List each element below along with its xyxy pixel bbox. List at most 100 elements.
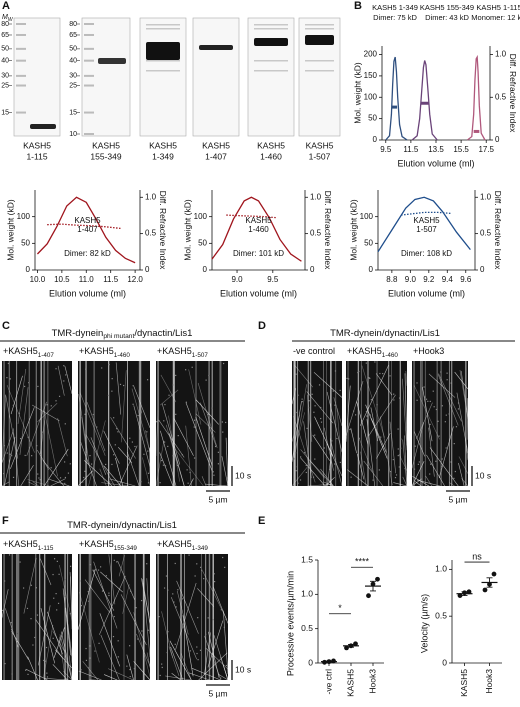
speckle	[2, 609, 4, 612]
speckle	[205, 633, 207, 635]
moving-track	[99, 613, 121, 667]
y2-tick-label: 0	[495, 135, 500, 144]
speckle	[400, 447, 402, 449]
speckle	[135, 607, 137, 609]
speckle	[332, 390, 334, 392]
sample-label: 1-460	[248, 225, 269, 234]
moving-track	[204, 635, 222, 681]
moving-track	[27, 479, 50, 487]
moving-track	[108, 668, 134, 681]
speckle	[380, 436, 382, 438]
mass-annotation: Dimer: 101 kD	[233, 249, 284, 258]
moving-track	[44, 678, 69, 681]
speckle	[84, 470, 86, 472]
speckle	[55, 593, 57, 595]
moving-track	[120, 594, 147, 646]
speckle	[50, 467, 52, 469]
speckle	[365, 410, 368, 413]
speckle	[30, 443, 32, 445]
speckle	[58, 573, 60, 575]
text-part: +KASH5	[79, 539, 114, 549]
speckle	[354, 414, 357, 416]
speckle	[308, 407, 310, 409]
speckle	[313, 411, 315, 413]
speckle	[369, 377, 371, 380]
speckle	[334, 370, 337, 372]
moving-track	[293, 415, 316, 483]
minor-band	[254, 24, 288, 26]
moving-track	[40, 558, 52, 586]
moving-track	[81, 416, 87, 454]
speckle	[186, 469, 188, 471]
speckle	[53, 558, 56, 560]
ladder-band	[16, 84, 26, 87]
speckle	[57, 602, 60, 604]
moving-track	[426, 454, 445, 487]
speckle	[223, 362, 225, 365]
moving-track	[320, 468, 334, 487]
speckle	[35, 587, 37, 589]
speckle	[432, 390, 434, 392]
speckle	[175, 606, 177, 608]
y-tick-label: 0	[308, 657, 313, 667]
y2-axis-label: Diff. Refractive Index	[323, 191, 333, 270]
y-axis-label: Velocity (µm/s)	[419, 594, 429, 653]
space-scale-label: 5 µm	[208, 494, 227, 504]
speckle	[211, 407, 213, 409]
x-tick-label: 15.5	[453, 145, 469, 154]
speckle	[46, 672, 48, 674]
moving-track	[416, 402, 433, 440]
speckle	[9, 453, 11, 455]
speckle	[393, 393, 395, 395]
speckle	[129, 437, 131, 439]
speckle	[207, 413, 209, 415]
ladder-label: 10	[69, 131, 77, 138]
x-tick-label: -ve ctrl	[323, 669, 333, 695]
moving-track	[35, 619, 63, 659]
subscript: phi mutant	[103, 333, 134, 340]
speckle	[305, 471, 307, 474]
gel	[247, 17, 295, 137]
moving-track	[12, 428, 20, 487]
moving-track	[168, 646, 180, 676]
error-bar	[461, 591, 468, 597]
subscript: W	[8, 17, 14, 23]
speckle	[108, 364, 110, 366]
speckle	[300, 456, 302, 458]
speckle	[147, 482, 150, 484]
speckle	[189, 650, 191, 652]
speckle	[212, 619, 214, 621]
speckle	[175, 374, 177, 377]
speckle	[105, 575, 107, 577]
ladder-label: 15	[1, 109, 9, 116]
minor-band	[305, 60, 334, 62]
speckle	[369, 414, 371, 416]
moving-track	[115, 457, 124, 487]
gel	[192, 17, 240, 137]
moving-track	[36, 449, 50, 470]
minor-band	[254, 70, 288, 72]
speckle	[11, 455, 13, 457]
speckle	[398, 397, 401, 399]
error-bar	[486, 577, 493, 588]
data-point	[482, 587, 488, 593]
speckle	[38, 477, 40, 479]
speckle	[82, 481, 84, 483]
subscript: 1-407	[38, 352, 55, 359]
speckle	[117, 656, 119, 658]
text-part: +KASH5	[157, 346, 192, 356]
moving-track	[1, 589, 9, 618]
moving-track	[32, 481, 39, 487]
minor-band	[305, 24, 334, 26]
moving-track	[5, 394, 19, 459]
speckle	[392, 459, 394, 461]
moving-track	[5, 608, 19, 648]
moving-track	[398, 453, 408, 471]
moving-track	[428, 373, 456, 398]
y-tick-label: 100	[360, 212, 374, 221]
speckle	[114, 444, 116, 446]
moving-track	[200, 402, 217, 447]
gel	[13, 17, 61, 137]
speckle	[305, 464, 307, 467]
speckle	[56, 560, 58, 563]
